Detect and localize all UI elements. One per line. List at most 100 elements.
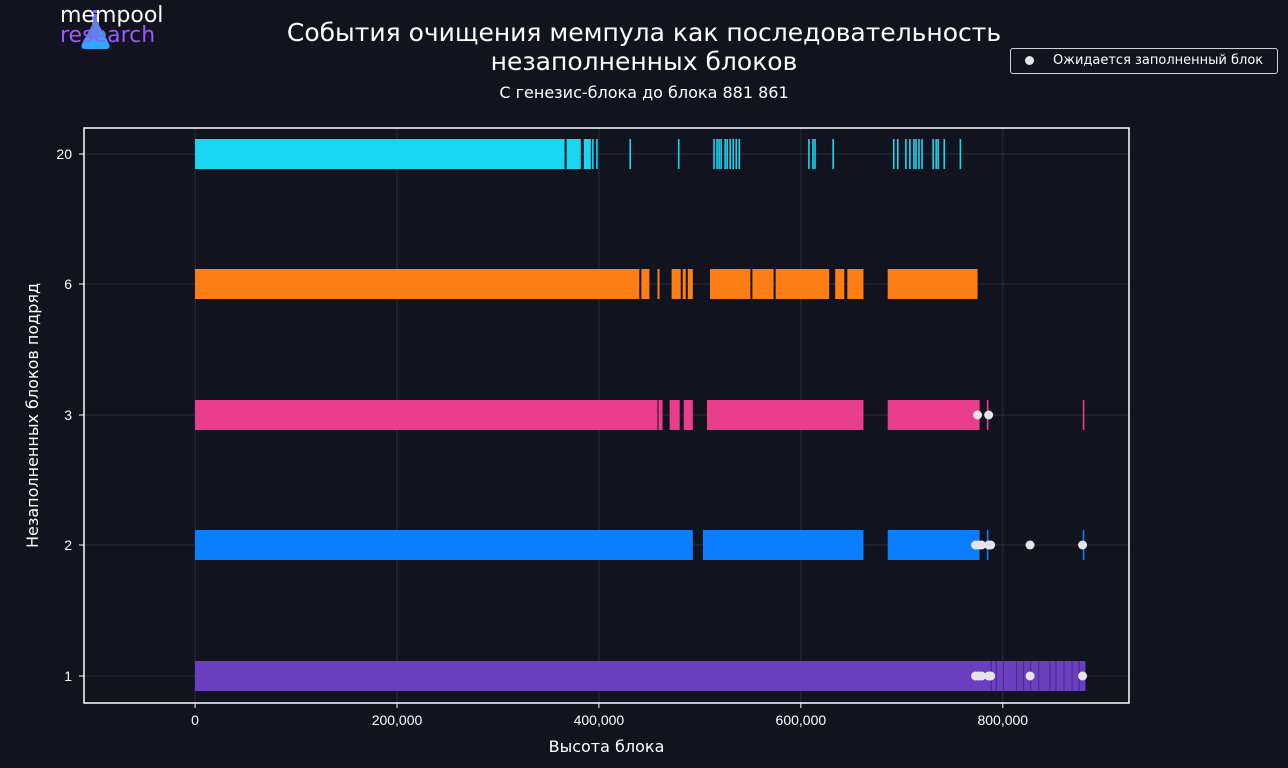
expected-full-marker (977, 540, 987, 550)
x-tick-label: 600,000 (776, 712, 827, 728)
x-tick-label: 800,000 (977, 712, 1028, 728)
event-line (935, 139, 937, 169)
y-tick-label: 2 (64, 537, 72, 553)
event-line (896, 139, 899, 169)
bar-segment (775, 269, 830, 299)
event-line (735, 139, 738, 169)
bar-segment (752, 269, 774, 299)
event-line (913, 139, 915, 169)
brand-name: mempool (60, 3, 164, 28)
event-line (905, 139, 907, 169)
event-line (720, 139, 722, 169)
density-seam (1015, 661, 1018, 691)
y-tick-label: 6 (64, 276, 72, 292)
event-line (587, 139, 589, 169)
brand-subname: research (60, 23, 156, 48)
event-line (738, 139, 741, 169)
expected-full-marker (977, 671, 987, 681)
event-line (840, 530, 843, 560)
series-row-1 (195, 661, 1086, 691)
event-line (808, 139, 810, 169)
expected-full-marker (984, 410, 994, 420)
mempool-flask-logo-icon (81, 10, 110, 49)
event-line (667, 530, 670, 560)
y-tick-label: 1 (64, 668, 72, 684)
bar-segment (706, 400, 864, 430)
event-line (1022, 661, 1024, 691)
legend-marker (1025, 56, 1034, 65)
event-line (732, 139, 735, 169)
event-line (943, 139, 946, 169)
event-line (726, 139, 728, 169)
expected-full-marker (973, 410, 983, 420)
legend: Ожидается заполненный блок (1010, 48, 1278, 74)
x-tick-label: 400,000 (574, 712, 625, 728)
expected-full-marker (1078, 671, 1088, 681)
event-line (1001, 661, 1004, 691)
bar-segment (657, 269, 660, 299)
event-line (724, 139, 726, 169)
legend-label: Ожидается заполненный блок (1053, 53, 1264, 68)
bar-segment (683, 400, 693, 430)
event-line (592, 139, 594, 169)
event-line (568, 139, 571, 169)
bar-segment (195, 530, 693, 560)
event-line (713, 139, 715, 169)
bar-segment (709, 269, 751, 299)
series-row-3 (195, 400, 1085, 430)
bar-segment (687, 269, 693, 299)
expected-full-marker (986, 540, 996, 550)
x-ticks: 0 200,000 400,000 600,000 800,000 (191, 703, 1028, 728)
markers-layer (971, 410, 1088, 681)
bar-segment (835, 269, 845, 299)
y-ticks: 1 2 3 6 20 (56, 146, 84, 684)
x-tick-label: 0 (191, 712, 199, 728)
y-axis-label: Незаполненных блоков подряд (23, 283, 42, 548)
bar-segment (195, 139, 565, 169)
event-line (892, 139, 895, 169)
density-seam (1022, 661, 1025, 691)
event-line (729, 139, 731, 169)
event-line (677, 139, 680, 169)
event-line (716, 139, 718, 169)
density-seam (1038, 661, 1040, 691)
event-line (959, 139, 962, 169)
density-seam (995, 661, 997, 691)
event-line (909, 139, 911, 169)
event-line (629, 139, 632, 169)
bar-segment (682, 269, 686, 299)
density-seam (1002, 661, 1004, 691)
event-line (937, 139, 939, 169)
event-line (812, 139, 814, 169)
event-line (915, 139, 917, 169)
event-line (814, 139, 816, 169)
y-tick-label: 20 (56, 146, 72, 162)
event-line (575, 139, 578, 169)
bar-segment (669, 400, 680, 430)
event-line (718, 139, 720, 169)
series-row-6 (195, 269, 978, 299)
event-line (1082, 400, 1085, 430)
expected-full-marker (1025, 671, 1035, 681)
chart-subtitle: С генезис-блока до блока 881 861 (499, 83, 789, 102)
expected-full-marker (986, 671, 996, 681)
event-line (932, 139, 934, 169)
bar-segment (658, 400, 663, 430)
density-seam (1063, 661, 1065, 691)
series-row-20 (195, 139, 962, 169)
x-axis-label: Высота блока (549, 737, 665, 756)
bar-segment (195, 400, 658, 430)
series-layer (195, 139, 1086, 691)
event-line (918, 139, 920, 169)
series-row-2 (195, 530, 1085, 560)
event-line (850, 530, 853, 560)
bar-segment (702, 530, 864, 560)
chart-title: События очищения мемпула как последовате… (286, 18, 1002, 76)
bar-segment (887, 400, 980, 430)
density-seam (1071, 661, 1073, 691)
event-line (678, 530, 681, 560)
density-seam (1049, 661, 1051, 691)
event-line (655, 530, 658, 560)
event-line (660, 530, 663, 560)
event-line (676, 530, 679, 560)
